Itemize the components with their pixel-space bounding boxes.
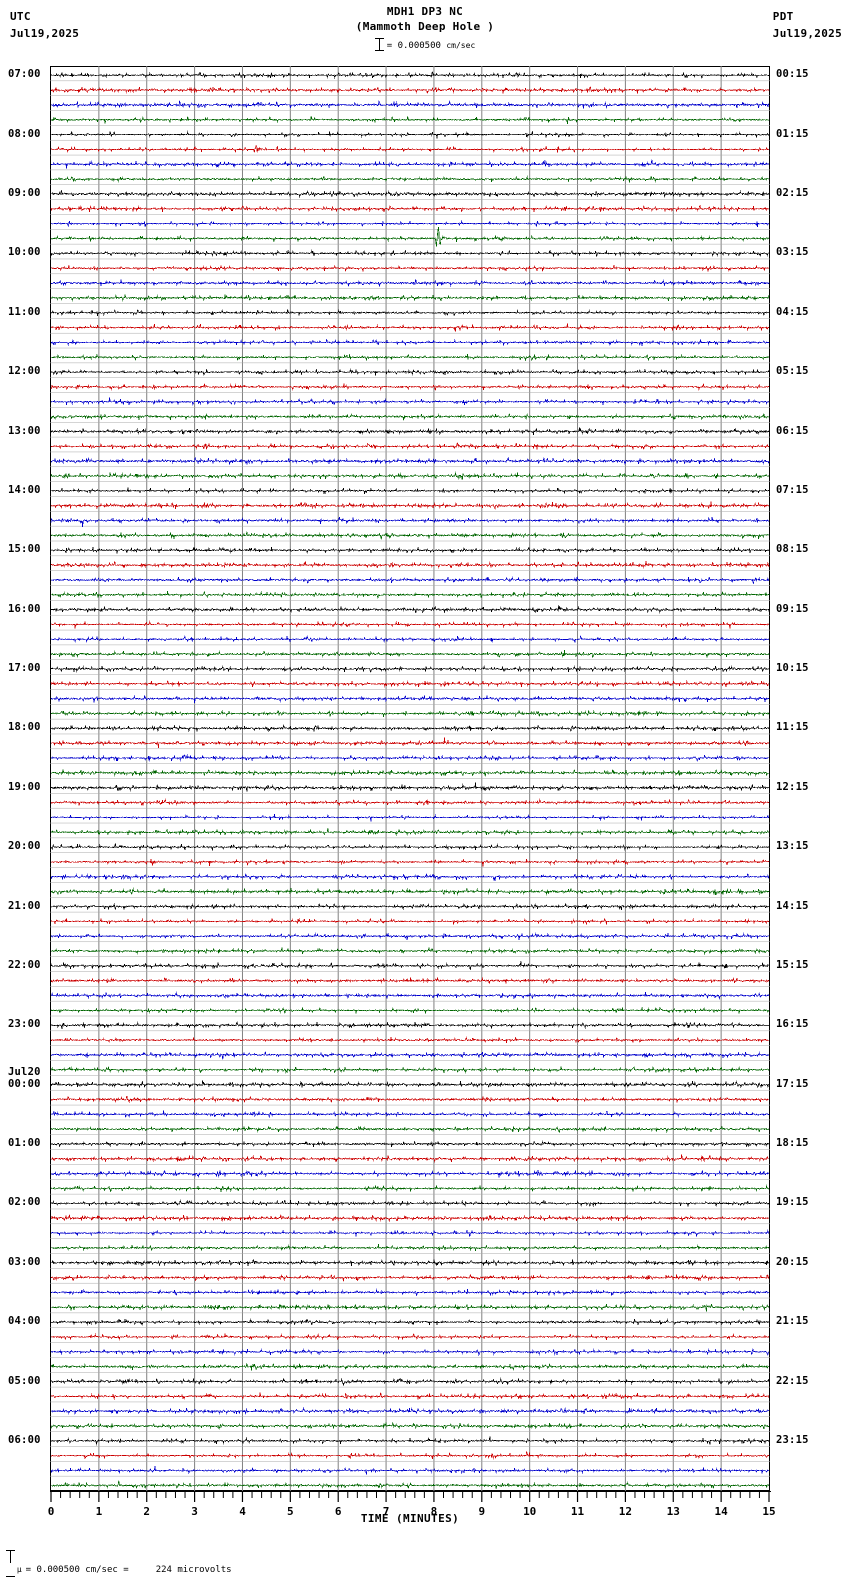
axis-tick-label-13: 13 <box>666 1505 680 1518</box>
utc-hour-label-2200: 22:00 <box>8 958 41 971</box>
pdt-hour-label-0015: 00:15 <box>776 68 809 81</box>
utc-hour-label-0700: 07:00 <box>8 68 41 81</box>
pdt-hour-label-0515: 05:15 <box>776 365 809 378</box>
utc-hour-label-2000: 20:00 <box>8 840 41 853</box>
pdt-date-label: Jul19,2025 <box>772 27 842 40</box>
pdt-hour-label-1315: 13:15 <box>776 840 809 853</box>
page-footer: μ = 0.000500 cm/sec = 224 microvolts <box>6 1550 232 1577</box>
axis-title-label: TIME (MINUTES) <box>360 1512 460 1525</box>
pdt-hour-label-1915: 19:15 <box>776 1196 809 1209</box>
pdt-hour-label-0615: 06:15 <box>776 424 809 437</box>
axis-tick-label-2: 2 <box>143 1505 150 1518</box>
axis-tick-label-12: 12 <box>618 1505 633 1518</box>
axis-tick-label-0: 0 <box>47 1505 55 1518</box>
utc-hour-label-0500: 05:00 <box>8 1374 41 1387</box>
pdt-hour-label-0415: 04:15 <box>776 305 809 318</box>
utc-hour-label-0200: 02:00 <box>8 1196 41 1209</box>
axis-tick-label-7: 7 <box>382 1505 390 1518</box>
utc-hour-label-1300: 13:00 <box>8 424 41 437</box>
page-header: UTC Jul19,2025 MDH1 DP3 NC (Mammoth Deep… <box>0 0 850 60</box>
pdt-hour-label-2115: 21:15 <box>776 1315 809 1328</box>
day-change-label: Jul20 <box>8 1065 41 1078</box>
axis-tick-marks <box>50 1491 771 1502</box>
utc-hour-label-0800: 08:00 <box>8 127 41 140</box>
pdt-zone-label: PDT <box>772 10 794 23</box>
scale-value-label: 0.000500 <box>397 41 441 51</box>
pdt-hour-label-0315: 03:15 <box>776 246 809 259</box>
axis-tick-label-6: 6 <box>334 1505 342 1518</box>
utc-hour-label-2300: 23:00 <box>8 1018 41 1031</box>
station-title-block: MDH1 DP3 NC (Mammoth Deep Hole ) <box>0 4 850 34</box>
utc-hour-label-1000: 10:00 <box>8 246 41 259</box>
utc-hour-label-1100: 11:00 <box>8 305 41 318</box>
utc-hour-label-1400: 14:00 <box>8 483 41 496</box>
utc-hour-label-1600: 16:00 <box>8 602 41 615</box>
pdt-hour-label-0815: 08:15 <box>776 543 809 556</box>
axis-tick-label-14: 14 <box>714 1505 728 1518</box>
pdt-hour-label-2015: 20:15 <box>776 1255 809 1268</box>
utc-hour-label-1200: 12:00 <box>8 365 41 378</box>
footer-microvolts-label: 224 microvolts <box>155 1565 232 1575</box>
pdt-hour-label-2215: 22:15 <box>776 1374 809 1387</box>
utc-zone-label: UTC <box>10 10 31 23</box>
pdt-hour-label-1515: 15:15 <box>776 958 809 971</box>
helicorder-plot[interactable] <box>50 66 770 1491</box>
scale-reference-row: = 0.000500 cm/sec <box>0 38 850 52</box>
axis-tick-label-3: 3 <box>191 1505 198 1518</box>
seismic-traces <box>50 71 770 1490</box>
utc-header-block: UTC Jul19,2025 <box>10 8 79 42</box>
utc-hour-label-2100: 21:00 <box>8 899 41 912</box>
axis-tick-label-5: 5 <box>286 1505 294 1518</box>
pdt-hour-label-2315: 23:15 <box>776 1433 809 1446</box>
utc-hour-label-0600: 06:00 <box>8 1433 41 1446</box>
scale-ibeam-icon <box>374 38 384 51</box>
utc-hour-label-0100: 01:00 <box>8 1137 41 1149</box>
utc-hour-label-0900: 09:00 <box>8 187 41 199</box>
pdt-hour-label-1115: 11:15 <box>776 721 809 734</box>
minutes-axis: 0 1 2 3 4 5 6 7 8 9 10 11 12 13 14 15 <box>48 1491 776 1531</box>
pdt-hour-label-1215: 12:15 <box>776 780 809 793</box>
scale-units-label: cm/sec <box>446 41 476 50</box>
pdt-header-block: PDT Jul19,2025 <box>773 8 842 42</box>
utc-hour-label-0000: 00:00 <box>8 1077 41 1090</box>
utc-hour-label-1800: 18:00 <box>8 721 41 734</box>
pdt-hour-label-0115: 01:15 <box>776 127 809 140</box>
footer-scale-label: = 0.000500 cm/sec = <box>25 1565 129 1575</box>
axis-tick-label-9: 9 <box>478 1505 486 1518</box>
micro-symbol: μ <box>16 1565 22 1574</box>
pdt-hour-label-0215: 02:15 <box>776 187 809 199</box>
utc-hour-label-0400: 04:00 <box>8 1315 41 1328</box>
axis-tick-label-1: 1 <box>95 1505 103 1518</box>
pdt-hour-label-1715: 17:15 <box>776 1077 809 1090</box>
pdt-hour-label-1415: 14:15 <box>776 899 809 912</box>
pdt-hour-label-0715: 07:15 <box>776 483 809 496</box>
pdt-hour-label-0915: 09:15 <box>776 602 809 615</box>
axis-tick-label-15: 15 <box>762 1505 776 1518</box>
pdt-hour-label-1615: 16:15 <box>776 1018 809 1031</box>
axis-tick-label-11: 11 <box>570 1505 585 1518</box>
utc-hour-label-1500: 15:00 <box>8 543 41 556</box>
utc-hour-label-1900: 19:00 <box>8 780 41 793</box>
axis-tick-label-4: 4 <box>239 1505 246 1518</box>
axis-tick-label-8: 8 <box>430 1505 438 1518</box>
station-name-label: (Mammoth Deep Hole ) <box>355 20 495 33</box>
plot-gridlines <box>50 66 770 1491</box>
scale-equals-label: = <box>386 41 393 51</box>
pdt-hour-label-1815: 18:15 <box>776 1137 809 1149</box>
station-code-label: MDH1 DP3 NC <box>386 5 464 18</box>
utc-hour-label-0300: 03:00 <box>8 1255 41 1268</box>
pdt-hour-label-1015: 10:15 <box>776 662 809 674</box>
utc-hour-label-1700: 17:00 <box>8 662 41 674</box>
axis-tick-label-10: 10 <box>523 1505 537 1518</box>
utc-date-label: Jul19,2025 <box>10 27 80 40</box>
